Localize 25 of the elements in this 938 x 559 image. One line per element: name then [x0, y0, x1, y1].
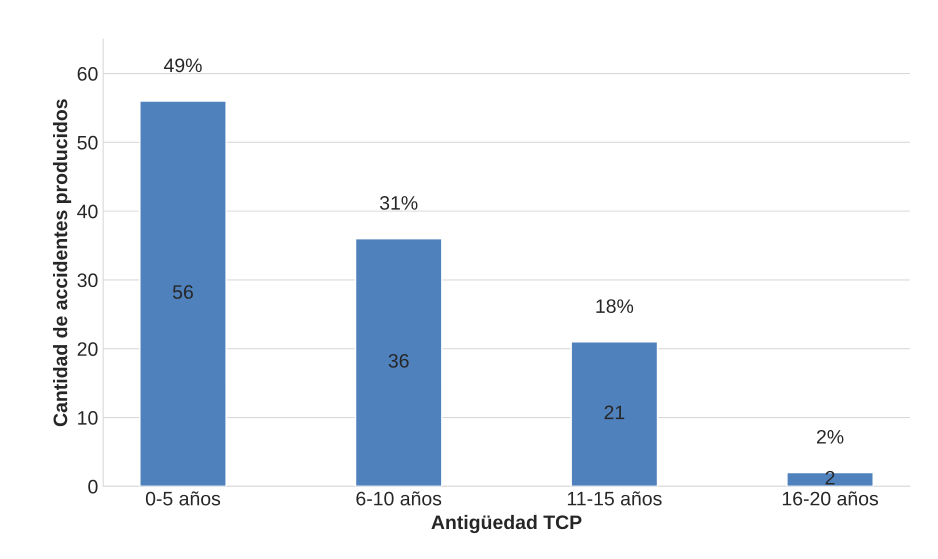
- x-tick-label: 6-10 años: [356, 491, 442, 506]
- annotation: 49%: [164, 58, 202, 72]
- y-tick-label: 30: [77, 273, 98, 288]
- x-tick-label: 0-5 años: [146, 491, 220, 506]
- y-tick-label: 0: [88, 480, 98, 494]
- y-tick-label: 10: [78, 411, 98, 425]
- data-label: 21: [604, 406, 624, 420]
- data-label: 56: [172, 285, 193, 299]
- annotation: 18%: [596, 299, 634, 314]
- data-label: 36: [388, 354, 409, 368]
- y-tick-label: 50: [77, 136, 98, 150]
- y-axis-title: Cantidad de accidentes producidos: [53, 99, 72, 426]
- y-tick-label: 20: [78, 342, 98, 356]
- bar: [786, 472, 874, 486]
- bar: [570, 341, 658, 486]
- bar: [354, 238, 443, 486]
- y-tick-label: 40: [77, 204, 98, 218]
- x-tick-label: 16-20 años: [782, 491, 878, 506]
- annotation: 2%: [816, 430, 844, 444]
- bar: [139, 100, 227, 486]
- data-label: 2: [826, 470, 834, 484]
- annotation: 31%: [380, 196, 418, 210]
- y-tick-label: 60: [78, 67, 98, 81]
- x-tick-label: 11-15 años: [568, 491, 662, 506]
- x-axis-title: Antigüedad TCP: [431, 514, 582, 534]
